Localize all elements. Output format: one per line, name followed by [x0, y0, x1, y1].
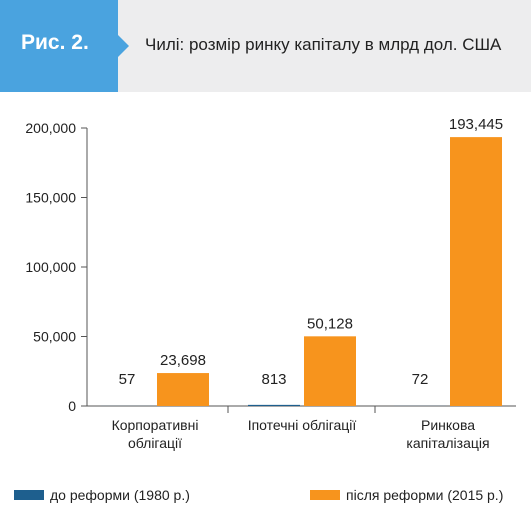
chart-title: Чилі: розмір ринку капіталу в млрд дол. …: [145, 35, 502, 54]
legend-swatch-after: [310, 490, 340, 500]
tag-arrow-icon: [118, 35, 129, 57]
y-tick-label: 100,000: [25, 259, 76, 275]
category-label: Корпоративні: [112, 417, 199, 433]
bar-chart: 0 50,000 100,000 150,000 200,000 57 813 72 23,69…: [25, 116, 516, 451]
legend-swatch-before: [14, 490, 44, 500]
data-label: 72: [412, 371, 429, 388]
data-label: 57: [119, 371, 136, 388]
bar: [304, 336, 356, 406]
bar: [248, 404, 300, 406]
legend-label-before: до реформи (1980 р.): [50, 487, 190, 503]
category-label: капіталізація: [406, 435, 489, 451]
legend-label-after: після реформи (2015 р.): [346, 487, 504, 503]
bar: [157, 373, 209, 406]
figure-number: Рис. 2.: [21, 31, 89, 54]
bar: [450, 137, 502, 406]
category-label: облігації: [128, 435, 182, 451]
y-tick-label: 200,000: [25, 120, 76, 136]
category-label: Іпотечні облігації: [248, 417, 357, 433]
y-tick-label: 50,000: [33, 329, 76, 345]
y-tick-label: 0: [68, 398, 76, 414]
y-tick-label: 150,000: [25, 190, 76, 206]
data-label: 23,698: [160, 352, 206, 369]
data-label: 813: [261, 371, 286, 388]
category-label: Ринкова: [421, 417, 475, 433]
data-label: 50,128: [307, 315, 353, 332]
data-label: 193,445: [449, 116, 503, 133]
figure-number-tag: Рис. 2.: [0, 0, 118, 92]
